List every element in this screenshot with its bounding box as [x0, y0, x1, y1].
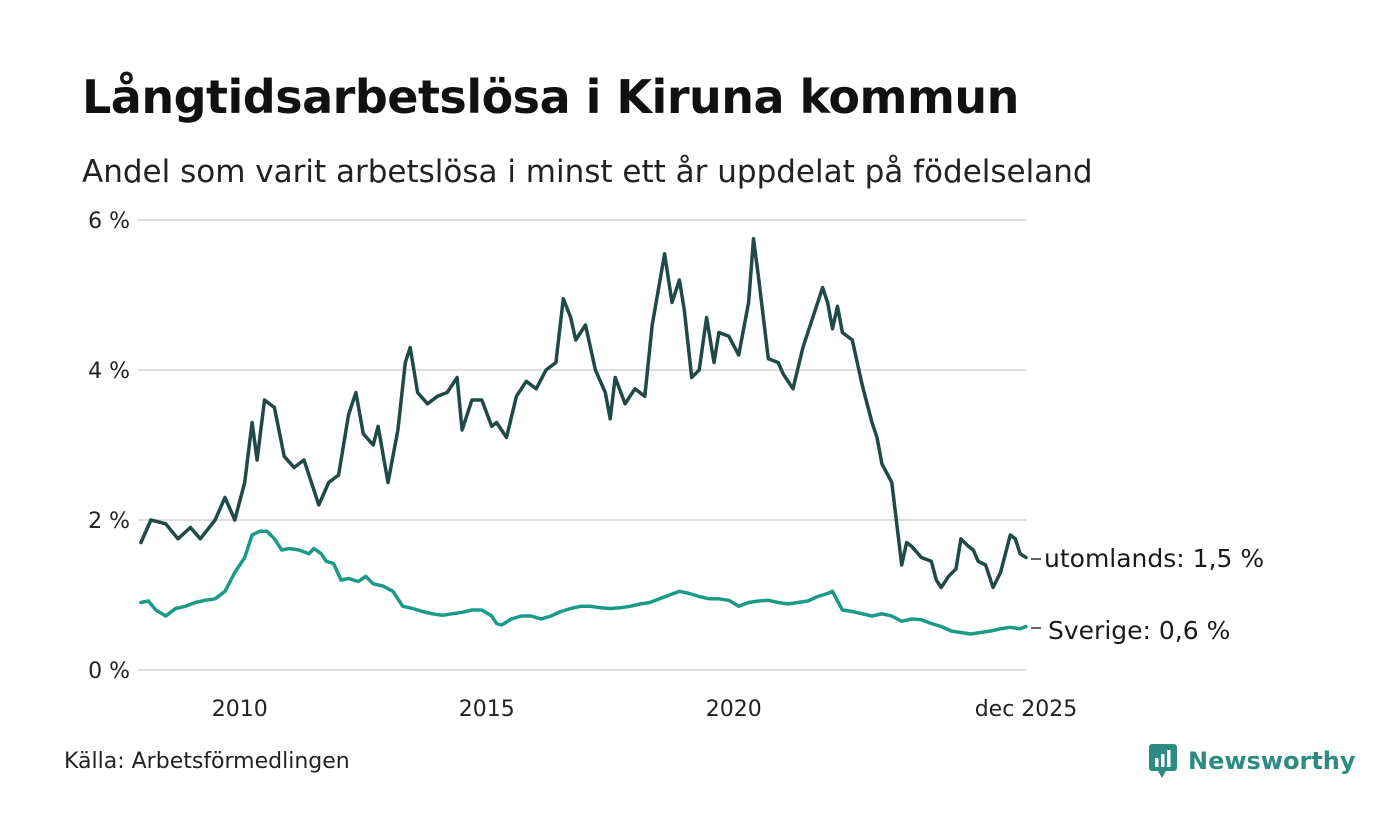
series-end-label-utomlands: utomlands: 1,5 %: [1044, 544, 1264, 573]
x-tick-label: 2010: [212, 697, 268, 722]
series-line-utomlands: [139, 237, 1028, 590]
newsworthy-logo-icon: [1149, 744, 1177, 778]
series-line-sverige: [139, 529, 1028, 636]
x-tick-label: 2015: [459, 697, 515, 722]
x-tick-label: dec 2025: [975, 697, 1078, 722]
y-tick-label: 4 %: [88, 359, 130, 384]
y-tick-label: 6 %: [88, 209, 130, 234]
source-note: Källa: Arbetsförmedlingen: [64, 749, 350, 774]
brand-logo: Newsworthy: [1148, 743, 1356, 779]
y-tick-label: 0 %: [88, 659, 130, 684]
y-tick-label: 2 %: [88, 509, 130, 534]
x-tick-label: 2020: [706, 697, 762, 722]
chart-subtitle: Andel som varit arbetslösa i minst ett å…: [82, 154, 1093, 190]
brand-name: Newsworthy: [1188, 747, 1356, 775]
chart-title: Långtidsarbetslösa i Kiruna kommun: [82, 70, 1019, 124]
series-end-label-sverige: Sverige: 0,6 %: [1048, 616, 1230, 645]
